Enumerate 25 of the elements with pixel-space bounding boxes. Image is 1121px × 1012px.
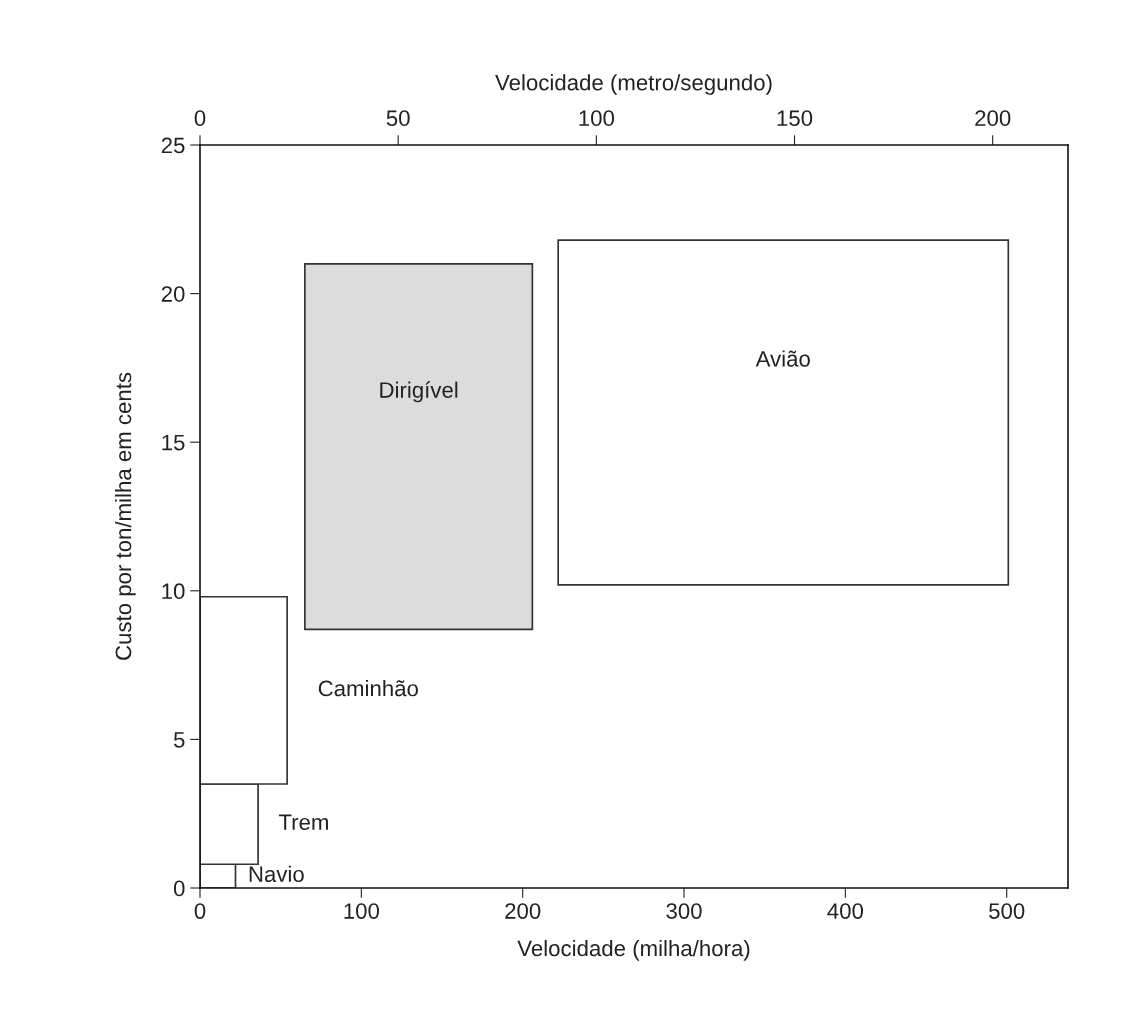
series-label: Avião	[755, 350, 810, 367]
x-tick-label: 400	[827, 903, 864, 919]
x-tick-label: 0	[194, 903, 206, 919]
series-label: Trem	[278, 814, 328, 831]
series-label: Navio	[249, 865, 304, 883]
x-tick-label: 500	[989, 903, 1025, 919]
y-tick-label: 0	[173, 880, 185, 897]
y-tick-label: 25	[161, 137, 185, 154]
x2-tick-label: 200	[975, 110, 1011, 127]
x2-tick-label: 100	[579, 110, 615, 127]
y-axis-title: Custo por ton/milha em cents	[114, 372, 136, 660]
x2-axis-title: Velocidade (metro/segundo)	[495, 74, 772, 95]
y-tick-label: 20	[161, 286, 185, 302]
x-tick-label: 300	[666, 903, 702, 919]
x2-tick-label: 50	[386, 110, 410, 127]
y-tick-label: 5	[173, 732, 185, 748]
x2-tick-label: 150	[777, 110, 813, 127]
y-tick-label: 15	[162, 434, 185, 451]
x-tick-label: 100	[344, 903, 380, 919]
x-axis-title: Velocidade (milha/hora)	[517, 939, 750, 961]
x-tick-label: 200	[505, 903, 541, 919]
y-tick-label: 10	[162, 583, 185, 600]
series-label: Caminhão	[318, 680, 418, 697]
x2-tick-label: 0	[194, 110, 206, 127]
series-label: Dirigível	[380, 381, 458, 403]
